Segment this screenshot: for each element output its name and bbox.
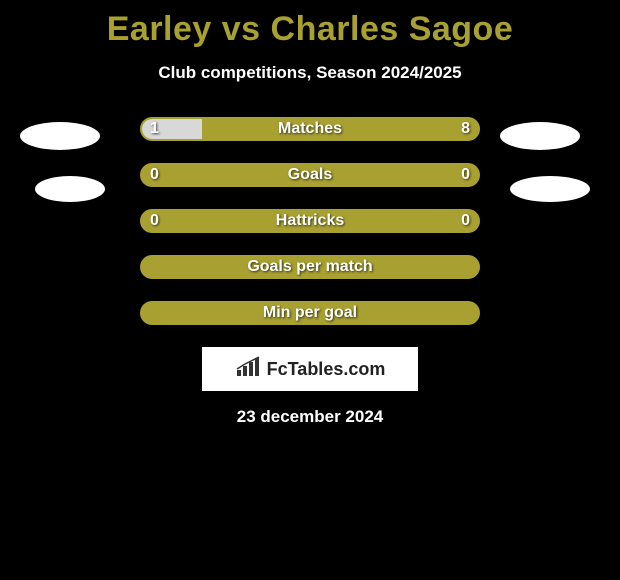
- stat-row: Min per goal: [140, 301, 480, 325]
- badge-placeholder: [35, 176, 105, 202]
- subtitle: Club competitions, Season 2024/2025: [0, 63, 620, 83]
- badge-placeholder: [500, 122, 580, 150]
- value-left: 1: [150, 120, 159, 138]
- stat-label: Goals per match: [247, 258, 372, 276]
- stat-row: Goals per match: [140, 255, 480, 279]
- value-right: 8: [461, 120, 470, 138]
- stat-label: Hattricks: [276, 212, 344, 230]
- stat-row: 0 0 Goals: [140, 163, 480, 187]
- stat-label: Matches: [278, 120, 342, 138]
- badge-placeholder: [510, 176, 590, 202]
- stat-row: 1 8 Matches: [140, 117, 480, 141]
- stat-row: 0 0 Hattricks: [140, 209, 480, 233]
- value-right: 0: [461, 166, 470, 184]
- stat-label: Min per goal: [263, 304, 357, 322]
- page-title: Earley vs Charles Sagoe: [0, 0, 620, 49]
- logo: FcTables.com: [202, 347, 418, 391]
- value-right: 0: [461, 212, 470, 230]
- stat-label: Goals: [288, 166, 332, 184]
- badge-placeholder: [20, 122, 100, 150]
- chart-icon: [235, 356, 263, 383]
- value-left: 0: [150, 166, 159, 184]
- value-left: 0: [150, 212, 159, 230]
- logo-text: FcTables.com: [267, 359, 386, 380]
- date: 23 december 2024: [0, 407, 620, 427]
